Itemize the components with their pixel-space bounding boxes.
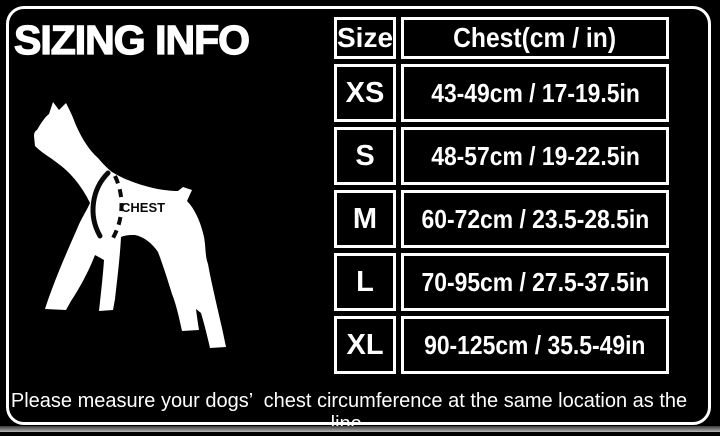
column-header-chest: Chest(cm / in): [401, 17, 670, 59]
table-header-row: Size Chest(cm / in): [334, 17, 670, 59]
bottom-edge-strip: [0, 426, 720, 432]
chest-range-label: 60-72cm / 23.5-28.5in: [421, 203, 649, 234]
table-row-s: S 48-57cm / 19-22.5in: [334, 127, 670, 185]
dog-silhouette-icon: [34, 102, 226, 348]
chest-range-cell: 70-95cm / 27.5-37.5in: [401, 253, 670, 311]
size-cell: XL: [334, 316, 397, 374]
chest-range-cell: 48-57cm / 19-22.5in: [401, 127, 670, 185]
chest-range-cell: 60-72cm / 23.5-28.5in: [401, 190, 670, 248]
table-row-m: M 60-72cm / 23.5-28.5in: [334, 190, 670, 248]
column-header-size-label: Size: [337, 22, 394, 53]
chest-range-label: 43-49cm / 17-19.5in: [430, 77, 640, 108]
size-chart-table: Size Chest(cm / in) XS 43-49cm / 17-19.5…: [329, 12, 674, 379]
chest-range-label: 70-95cm / 27.5-37.5in: [421, 266, 649, 297]
size-cell: S: [334, 127, 397, 185]
table-row-xs: XS 43-49cm / 17-19.5in: [334, 64, 670, 122]
chest-range-cell: 43-49cm / 17-19.5in: [401, 64, 670, 122]
chest-range-cell: 90-125cm / 35.5-49in: [401, 316, 670, 374]
size-cell: M: [334, 190, 397, 248]
size-label: XS: [345, 76, 385, 109]
dog-measurement-diagram: CHEST: [34, 102, 226, 348]
column-header-size: Size: [334, 17, 397, 59]
size-label: L: [356, 265, 374, 298]
size-cell: L: [334, 253, 397, 311]
column-header-chest-label: Chest(cm / in): [453, 22, 617, 53]
chest-range-label: 48-57cm / 19-22.5in: [430, 140, 640, 171]
chest-band-dashed-line: [111, 175, 124, 239]
size-label: XL: [346, 328, 384, 361]
table-row-xl: XL 90-125cm / 35.5-49in: [334, 316, 670, 374]
size-cell: XS: [334, 64, 397, 122]
size-label: S: [355, 139, 375, 172]
chest-band-solid-line: [90, 170, 111, 239]
table-row-l: L 70-95cm / 27.5-37.5in: [334, 253, 670, 311]
page-title: SIZING INFO: [13, 16, 250, 63]
size-label: M: [352, 202, 378, 235]
chest-label: CHEST: [121, 200, 165, 215]
chest-range-label: 90-125cm / 35.5-49in: [424, 329, 646, 360]
